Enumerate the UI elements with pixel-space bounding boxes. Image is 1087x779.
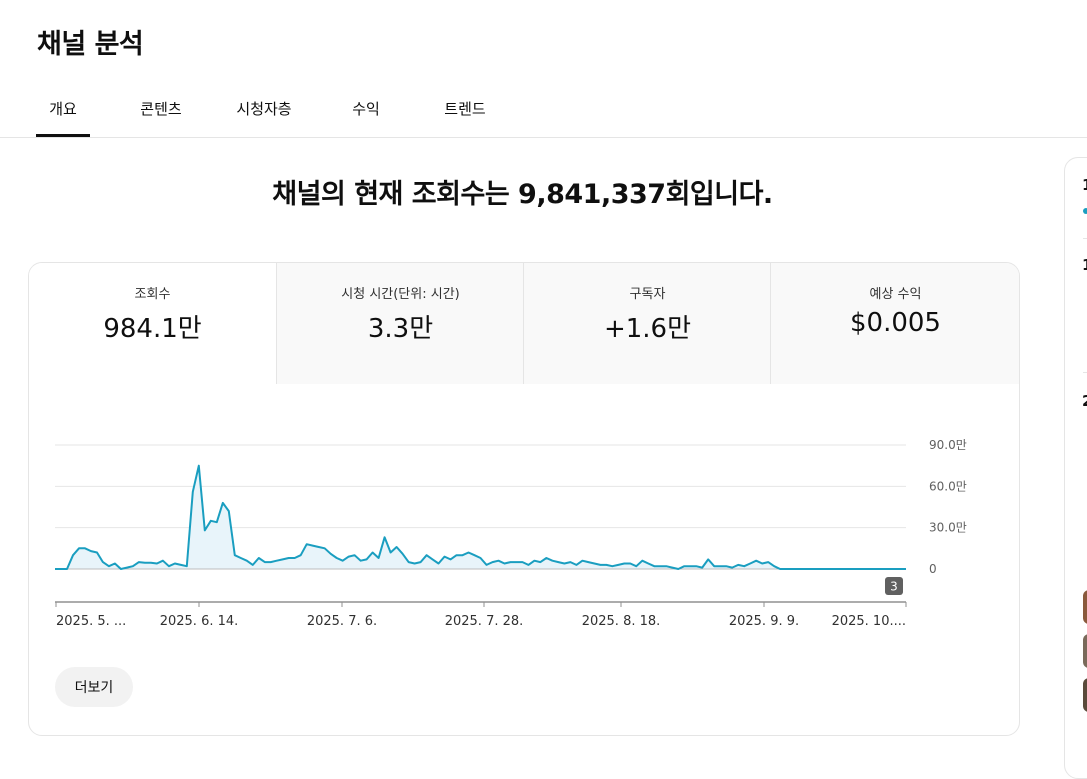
x-tick-label: 2025. 7. 6.	[307, 614, 377, 629]
series-line	[55, 464, 906, 570]
page-title: 채널 분석	[37, 29, 144, 60]
metric-label: 예상 수익	[869, 287, 922, 302]
badge-background	[885, 577, 903, 595]
y-tick-label: 90.0만	[929, 438, 967, 452]
tab-audience[interactable]: 시청자층	[236, 100, 292, 118]
metric-label: 조회수	[134, 287, 171, 302]
side-panel-text: 1	[1082, 176, 1087, 194]
metric-estimated-revenue[interactable]: 예상 수익 $0.005	[770, 263, 1019, 384]
x-tick-label: 2025. 8. 18.	[582, 614, 661, 629]
chart-marker-badge: 3	[885, 577, 903, 595]
total-views-headline: 채널의 현재 조회수는 9,841,337회입니다.	[272, 179, 773, 210]
more-button[interactable]: 더보기	[55, 667, 133, 707]
series-dot-icon	[1083, 208, 1087, 214]
overview-card: 조회수 984.1만 시청 시간(단위: 시간) 3.3만 구독자 +1.6만 …	[28, 262, 1020, 736]
metric-subscribers[interactable]: 구독자 +1.6만	[523, 263, 771, 384]
metric-value: +1.6만	[603, 314, 692, 344]
y-tick-label: 30.0만	[929, 521, 967, 535]
metric-views[interactable]: 조회수 984.1만	[29, 263, 276, 384]
tab-trends[interactable]: 트렌드	[444, 100, 486, 118]
badge-label: 3	[890, 580, 898, 594]
views-chart: 90.0만 60.0만 30.0만 0 2025. 5. ... 2025. 6. 14.…	[55, 438, 967, 629]
x-tick-label: 2025. 10....	[832, 614, 906, 629]
metric-label: 구독자	[629, 287, 666, 302]
x-tick-label: 2025. 6. 14.	[160, 614, 239, 629]
divider	[1083, 238, 1087, 239]
metric-watch-time[interactable]: 시청 시간(단위: 시간) 3.3만	[276, 263, 524, 384]
tab-bar: 개요 콘텐츠 시청자층 수익 트렌드	[0, 92, 1087, 138]
series-area	[55, 465, 906, 569]
y-tick-label: 0	[929, 562, 937, 576]
side-panel: 1 1 2	[1064, 157, 1087, 779]
metric-value: 3.3만	[367, 314, 434, 344]
x-tick-label: 2025. 9. 9.	[729, 614, 799, 629]
tab-content[interactable]: 콘텐츠	[140, 100, 182, 118]
metric-tabs: 조회수 984.1만 시청 시간(단위: 시간) 3.3만 구독자 +1.6만 …	[29, 263, 1019, 384]
divider	[1083, 372, 1087, 373]
video-thumbnail[interactable]	[1083, 590, 1087, 624]
video-thumbnail[interactable]	[1083, 678, 1087, 712]
metric-value: $0.005	[850, 308, 941, 338]
x-tick-label: 2025. 7. 28.	[445, 614, 524, 629]
side-panel-text: 1	[1082, 256, 1087, 274]
side-panel-text: 2	[1082, 392, 1087, 410]
metric-label: 시청 시간(단위: 시간)	[341, 287, 460, 302]
y-tick-label: 60.0만	[929, 479, 967, 493]
x-tick-label: 2025. 5. ...	[56, 614, 126, 629]
tab-revenue[interactable]: 수익	[352, 100, 380, 118]
video-thumbnail[interactable]	[1083, 634, 1087, 668]
tab-overview[interactable]: 개요	[36, 92, 90, 137]
metric-value: 984.1만	[103, 314, 202, 344]
